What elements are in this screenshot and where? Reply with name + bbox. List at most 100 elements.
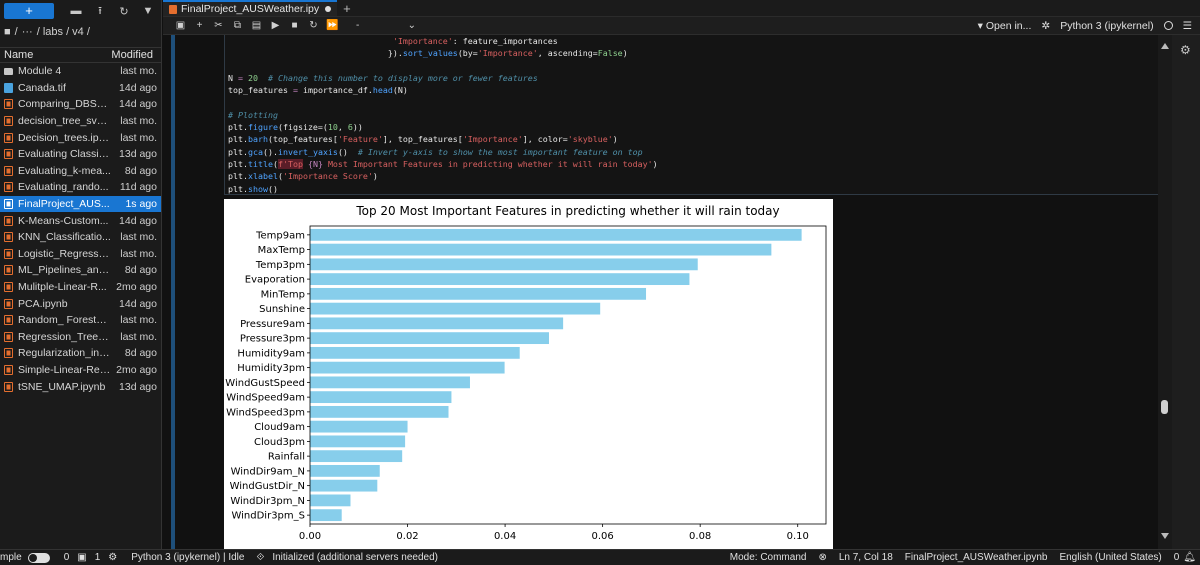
breadcrumb-path[interactable]: / labs / v4 / — [36, 26, 90, 38]
filter-icon[interactable]: ▼ — [142, 5, 154, 17]
new-folder-icon[interactable]: ▬ — [70, 5, 82, 17]
notebook-icon — [4, 315, 13, 326]
bar-chart: Top 20 Most Important Features in predic… — [225, 204, 827, 542]
x-tick-label: 0.10 — [787, 531, 809, 542]
kernel-status-text[interactable]: Python 3 (ipykernel) | Idle — [131, 552, 245, 563]
simple-mode-toggle[interactable] — [27, 552, 50, 563]
notebook-icon — [4, 165, 13, 176]
code-cell[interactable]: 'Importance': feature_importances }).sor… — [224, 35, 1158, 195]
notebook-icon — [4, 199, 13, 210]
upload-icon[interactable]: ⭱ — [98, 4, 102, 17]
cut-icon[interactable]: ✂ — [214, 20, 223, 31]
cell-output-image: Top 20 Most Important Features in predic… — [224, 199, 833, 549]
column-name-header[interactable]: Name — [4, 49, 34, 61]
file-list-item[interactable]: KNN_Classificatio... last mo. — [0, 229, 161, 246]
file-list-item[interactable]: Comparing_DBSca... 14d ago — [0, 96, 161, 113]
file-list-item[interactable]: K-Means-Custom... 14d ago — [0, 212, 161, 229]
y-tick-label: Temp3pm — [255, 260, 305, 271]
y-tick-label: WindDir3pm_N — [230, 496, 305, 507]
file-name: Evaluating_rando... — [18, 181, 109, 194]
file-name: Decision_trees.ipy... — [18, 131, 111, 144]
menu-icon[interactable]: ☰ — [1182, 19, 1192, 32]
unsaved-dot-icon[interactable] — [325, 6, 332, 12]
run-all-icon[interactable]: ⏩ — [326, 20, 339, 31]
bar — [310, 405, 449, 418]
file-name: Module 4 — [18, 65, 62, 78]
image-file-icon — [4, 82, 13, 93]
file-list-item[interactable]: Regularization_in_... 8d ago — [0, 345, 161, 362]
file-name: PCA.ipynb — [18, 297, 68, 310]
add-tab-button[interactable]: + — [343, 1, 351, 16]
file-list-item[interactable]: Evaluating Classifi... 13d ago — [0, 146, 161, 163]
file-list-item[interactable]: Evaluating_k-mea... 8d ago — [0, 163, 161, 180]
y-tick-label: WindGustSpeed — [225, 378, 305, 389]
file-list-item[interactable]: Module 4 last mo. — [0, 63, 161, 80]
y-tick-label: Evaporation — [245, 275, 305, 286]
cell-type-select[interactable]: - ⌄ — [356, 20, 416, 31]
file-modified: last mo. — [120, 247, 157, 260]
file-list-item[interactable]: Evaluating_rando... 11d ago — [0, 179, 161, 196]
terminals-count[interactable]: 0 — [63, 552, 70, 563]
cell-type-value: - — [356, 20, 360, 31]
bar — [310, 494, 351, 507]
file-list-item[interactable]: Canada.tif 14d ago — [0, 80, 161, 97]
kernels-count[interactable]: 1 — [94, 552, 101, 563]
settings-gear-icon[interactable]: ✲ — [1041, 19, 1051, 32]
file-name: Regression_Trees_... — [18, 330, 111, 343]
file-list-item[interactable]: PCA.ipynb 14d ago — [0, 295, 161, 312]
tab-notebook[interactable]: FinalProject_AUSWeather.ipy — [163, 0, 338, 16]
file-list-item[interactable]: ML_Pipelines_and... 8d ago — [0, 262, 161, 279]
file-list-item[interactable]: FinalProject_AUS... 1s ago — [0, 195, 161, 213]
folder-icon — [4, 67, 13, 75]
scrollbar-thumb[interactable] — [1161, 400, 1168, 414]
right-sidebar: ⚙ — [1158, 35, 1200, 549]
scroll-down-icon[interactable] — [1161, 533, 1169, 539]
new-launcher-button[interactable]: + — [4, 3, 54, 19]
bar — [310, 376, 470, 389]
file-list-item[interactable]: Simple-Linear-Reg... 2mo ago — [0, 362, 161, 379]
notification-count[interactable]: 0 — [1173, 552, 1180, 563]
file-list-item[interactable]: decision_tree_svm... last mo. — [0, 113, 161, 130]
inspector-icon[interactable]: ⊗ — [818, 552, 827, 563]
file-list: Module 4 last mo. Canada.tif 14d ago Compari… — [0, 63, 161, 395]
x-tick-label: 0.06 — [591, 531, 613, 542]
tab-title: FinalProject_AUSWeather.ipy — [181, 3, 320, 15]
file-list-item[interactable]: tSNE_UMAP.ipynb 13d ago — [0, 378, 161, 395]
file-name: Canada.tif — [18, 81, 66, 94]
property-inspector-gear-icon[interactable]: ⚙ — [1180, 43, 1191, 57]
run-icon[interactable]: ▶ — [271, 20, 280, 31]
file-list-item[interactable]: Regression_Trees_... last mo. — [0, 329, 161, 346]
y-tick-labels: Temp9am MaxTemp Temp3pm Evaporation MinTemp S… — [225, 230, 310, 522]
home-folder-icon[interactable]: ■ — [4, 26, 11, 38]
file-modified: 8d ago — [124, 264, 157, 277]
open-in-menu[interactable]: ▾ Open in... — [978, 20, 1032, 32]
language-selector[interactable]: English (United States) — [1059, 552, 1162, 563]
refresh-icon[interactable]: ↻ — [119, 5, 129, 18]
restart-icon[interactable]: ↻ — [309, 20, 318, 31]
file-modified: 2mo ago — [116, 363, 157, 376]
file-list-item[interactable]: Mulitple-Linear-R... 2mo ago — [0, 279, 161, 296]
paste-icon[interactable]: ▤ — [251, 20, 262, 31]
file-list-item[interactable]: Decision_trees.ipy... last mo. — [0, 129, 161, 146]
file-name: FinalProject_AUS... — [18, 198, 110, 211]
insert-cell-icon[interactable]: + — [196, 20, 203, 31]
vertical-scrollbar[interactable] — [1158, 35, 1172, 549]
notebook-icon — [4, 381, 13, 392]
y-tick-label: Cloud9am — [254, 422, 305, 433]
column-modified-header[interactable]: Modified — [111, 49, 153, 61]
copy-icon[interactable]: ⧉ — [233, 20, 242, 31]
terminal-icon: ▣ — [77, 552, 87, 563]
kernel-name[interactable]: Python 3 (ipykernel) — [1060, 19, 1154, 32]
mode-indicator: Mode: Command — [729, 552, 807, 563]
y-tick-label: MaxTemp — [258, 245, 305, 256]
kernel-status-icon — [1163, 21, 1173, 30]
file-list-item[interactable]: Random_ Forests ... last mo. — [0, 312, 161, 329]
cursor-position[interactable]: Ln 7, Col 18 — [838, 552, 893, 563]
stop-icon[interactable]: ■ — [291, 20, 298, 31]
lsp-status-text[interactable]: Initialized (additional servers needed) — [272, 552, 438, 563]
breadcrumb-ellipsis[interactable]: ··· — [21, 26, 33, 38]
save-icon[interactable]: ▣ — [175, 20, 186, 31]
bell-icon[interactable]: 🔔︎ — [1183, 552, 1196, 563]
file-list-item[interactable]: Logistic_Regressio... last mo. — [0, 246, 161, 263]
scroll-up-icon[interactable] — [1161, 43, 1169, 49]
